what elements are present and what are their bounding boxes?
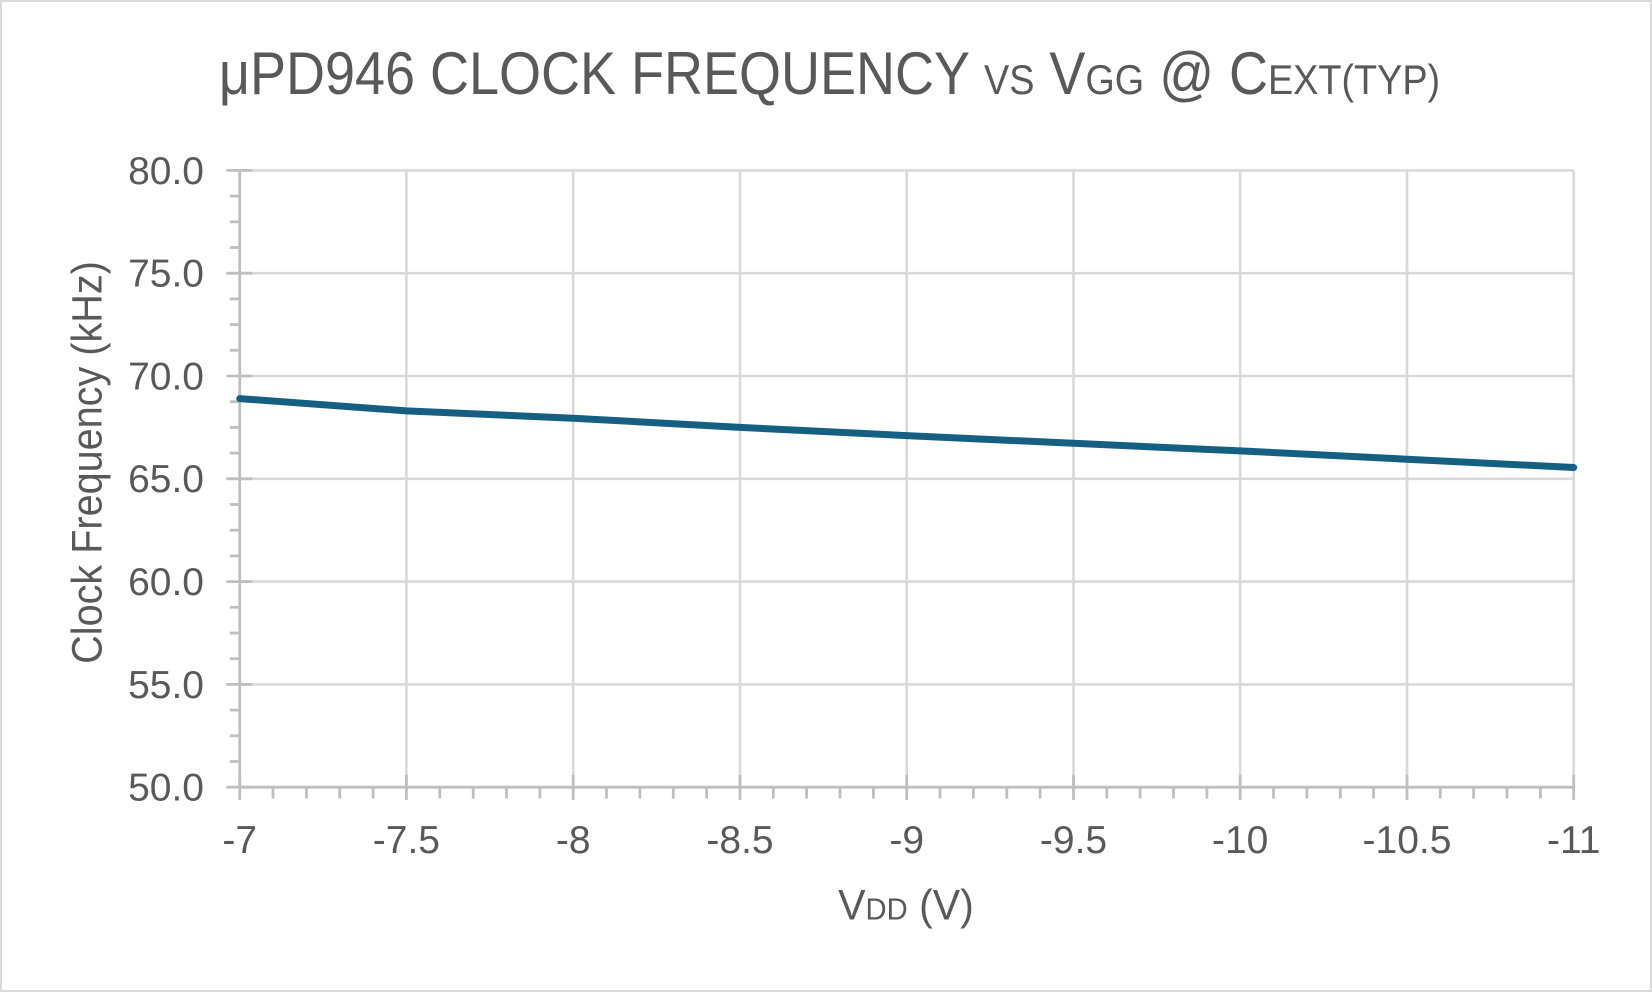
svg-text:-7.5: -7.5: [373, 819, 440, 862]
svg-text:μPD946 CLOCK FREQUENCY VS VGG: μPD946 CLOCK FREQUENCY VS VGG @ CEXT(TYP…: [219, 40, 1440, 107]
svg-text:-9: -9: [889, 819, 924, 862]
svg-text:75.0: 75.0: [128, 253, 204, 296]
svg-text:-10.5: -10.5: [1363, 819, 1452, 862]
svg-text:65.0: 65.0: [128, 458, 204, 501]
svg-text:-11: -11: [1547, 819, 1600, 862]
svg-text:55.0: 55.0: [128, 664, 204, 707]
svg-text:70.0: 70.0: [128, 355, 204, 398]
svg-text:-8: -8: [556, 819, 591, 862]
svg-text:-8.5: -8.5: [706, 819, 773, 862]
svg-text:-9.5: -9.5: [1040, 819, 1107, 862]
svg-text:Clock Frequency (kHz): Clock Frequency (kHz): [63, 261, 111, 664]
svg-text:-7: -7: [222, 819, 257, 862]
svg-text:60.0: 60.0: [128, 561, 204, 604]
svg-text:80.0: 80.0: [128, 150, 204, 193]
svg-text:-10: -10: [1212, 819, 1268, 862]
svg-text:50.0: 50.0: [128, 767, 204, 810]
